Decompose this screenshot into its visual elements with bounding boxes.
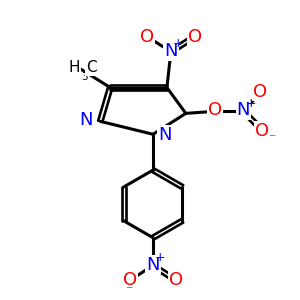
Text: 3: 3 [81,71,88,82]
Text: ⁻: ⁻ [268,132,275,146]
Text: N: N [164,42,178,60]
Text: O: O [169,272,183,290]
Text: N: N [237,101,250,119]
Text: O: O [123,272,137,290]
Text: O: O [255,122,269,140]
Text: N: N [146,256,160,274]
Text: +: + [172,37,183,50]
Text: N: N [158,126,172,144]
Text: O: O [208,101,222,119]
Text: O: O [253,82,268,100]
Text: C: C [86,60,96,75]
Text: H: H [68,60,80,75]
Text: ⁻: ⁻ [125,284,133,298]
Text: +: + [245,97,256,110]
Text: O: O [188,28,202,46]
Text: +: + [154,251,165,264]
Text: N: N [79,111,92,129]
Text: O: O [140,28,154,46]
